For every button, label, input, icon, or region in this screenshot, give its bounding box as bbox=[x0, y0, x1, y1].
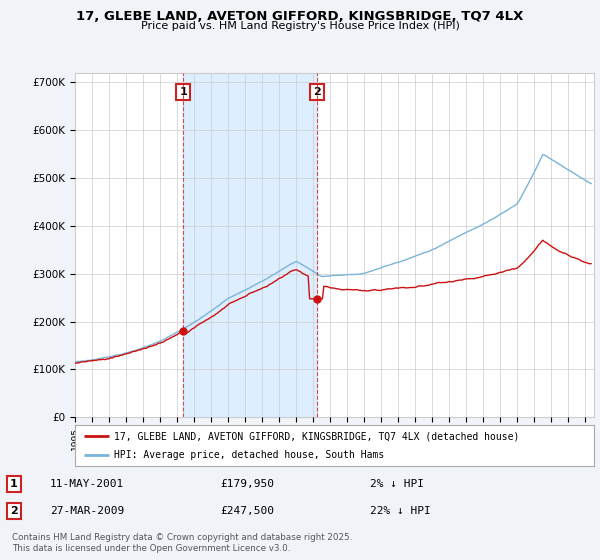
Text: 17, GLEBE LAND, AVETON GIFFORD, KINGSBRIDGE, TQ7 4LX: 17, GLEBE LAND, AVETON GIFFORD, KINGSBRI… bbox=[76, 10, 524, 23]
Text: £179,950: £179,950 bbox=[220, 479, 274, 489]
Text: 2% ↓ HPI: 2% ↓ HPI bbox=[370, 479, 424, 489]
Text: HPI: Average price, detached house, South Hams: HPI: Average price, detached house, Sout… bbox=[114, 450, 384, 460]
Text: 11-MAY-2001: 11-MAY-2001 bbox=[50, 479, 124, 489]
Text: Price paid vs. HM Land Registry's House Price Index (HPI): Price paid vs. HM Land Registry's House … bbox=[140, 21, 460, 31]
Text: 1: 1 bbox=[10, 479, 18, 489]
Text: 27-MAR-2009: 27-MAR-2009 bbox=[50, 506, 124, 516]
Text: 22% ↓ HPI: 22% ↓ HPI bbox=[370, 506, 431, 516]
Text: Contains HM Land Registry data © Crown copyright and database right 2025.
This d: Contains HM Land Registry data © Crown c… bbox=[12, 533, 352, 553]
Bar bbox=[183, 73, 317, 417]
Text: 2: 2 bbox=[10, 506, 18, 516]
Text: 2: 2 bbox=[313, 87, 321, 97]
Text: 17, GLEBE LAND, AVETON GIFFORD, KINGSBRIDGE, TQ7 4LX (detached house): 17, GLEBE LAND, AVETON GIFFORD, KINGSBRI… bbox=[114, 431, 519, 441]
Text: £247,500: £247,500 bbox=[220, 506, 274, 516]
Text: 1: 1 bbox=[179, 87, 187, 97]
